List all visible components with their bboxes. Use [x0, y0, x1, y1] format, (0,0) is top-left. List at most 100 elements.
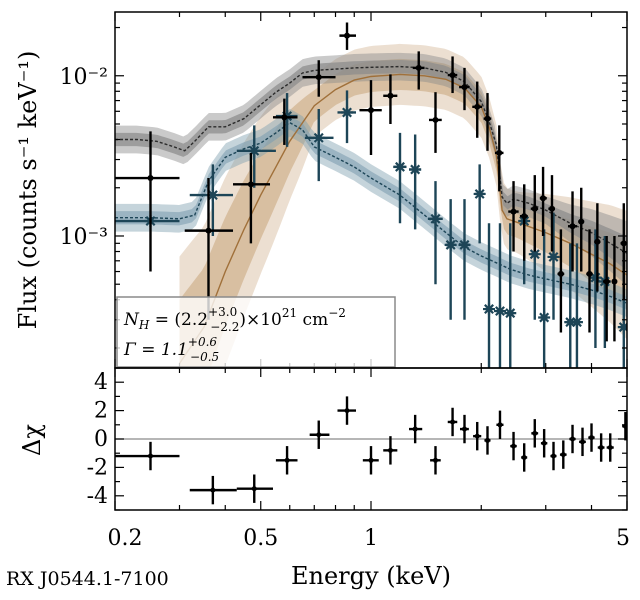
spectrum-data-points	[115, 22, 627, 368]
soft-data-point	[473, 164, 486, 244]
total-data-point	[115, 131, 180, 272]
nh-exponent: 21	[282, 306, 297, 320]
residual-marker	[484, 437, 490, 443]
soft-data-point	[427, 181, 443, 285]
residual-marker	[368, 457, 374, 463]
soft-data-point	[458, 199, 471, 320]
residual-marker	[497, 422, 503, 428]
res-ytick-label: 0	[94, 427, 108, 452]
soft-data-marker	[458, 238, 471, 251]
soft-data-marker	[538, 311, 551, 324]
residual-point	[447, 407, 458, 437]
total-data-marker	[315, 74, 322, 81]
total-data-point	[233, 152, 271, 244]
total-data-point	[508, 181, 519, 252]
total-data-point	[359, 80, 382, 156]
nh-unit: cm	[297, 310, 328, 330]
residual-marker	[316, 432, 322, 438]
hard-model-line	[178, 73, 627, 364]
nh-multiplier: )×10	[239, 310, 282, 330]
residual-marker	[147, 453, 153, 459]
residual-point	[540, 429, 548, 458]
total-data-point	[539, 166, 547, 236]
soft-data-marker	[483, 303, 496, 316]
total-data-marker	[510, 208, 517, 215]
total-data-marker	[449, 72, 456, 79]
total-data-marker	[578, 218, 585, 225]
residual-point	[236, 474, 273, 503]
total-data-point	[472, 81, 483, 138]
residual-marker	[532, 430, 538, 436]
residual-marker	[474, 433, 480, 439]
res-ytick-label: 4	[94, 370, 108, 395]
residual-marker	[387, 447, 393, 453]
residual-marker	[450, 419, 456, 425]
nh-symbol: N	[123, 310, 140, 330]
legend-gamma-line: Γ = 1.1+0.6 −0.5	[123, 335, 219, 364]
total-data-point	[611, 235, 618, 342]
x-axis-title: Energy (keV)	[291, 562, 451, 590]
residual-point	[275, 446, 298, 475]
total-data-point	[557, 229, 565, 333]
total-data-marker	[586, 270, 593, 277]
total-data-point	[567, 191, 577, 272]
soft-model-line	[115, 121, 627, 304]
soft-data-point	[393, 132, 407, 224]
residual-point	[550, 441, 557, 471]
residual-marker	[551, 453, 557, 459]
total-data-marker	[496, 149, 503, 156]
residual-point	[115, 441, 180, 471]
total-data-marker	[548, 205, 555, 212]
soft-data-point	[337, 90, 356, 144]
fit-parameter-legend: NH = (2.2+3.0 −2.2)×1021 cm−2 Γ = 1.1+0.6…	[116, 296, 396, 368]
residual-point	[559, 440, 567, 469]
source-name-label: RX J0544.1-7100	[6, 568, 169, 590]
soft-data-marker	[570, 316, 583, 329]
soft-data-point	[547, 212, 560, 320]
ytick-label-1e-3: 10⁻³	[60, 225, 108, 250]
residual-marker	[251, 486, 257, 492]
residual-marker	[541, 440, 547, 446]
total-model-band-inner	[115, 60, 627, 271]
soft-data-marker	[394, 160, 406, 173]
soft-data-point	[504, 223, 517, 368]
soft-data-marker	[528, 248, 541, 261]
residual-point	[337, 396, 356, 425]
residual-point	[569, 424, 576, 454]
total-data-point	[578, 187, 585, 272]
residual-marker	[598, 445, 604, 451]
soft-data-marker	[248, 144, 261, 157]
residual-point	[383, 436, 398, 465]
res-ytick-label: -4	[87, 484, 108, 509]
residual-frame	[114, 367, 628, 511]
xtick-label: 1	[364, 526, 378, 551]
total-data-point	[494, 125, 504, 192]
total-data-marker	[247, 181, 254, 188]
total-model-band-outer	[115, 52, 627, 286]
residual-marker	[344, 408, 350, 414]
total-data-marker	[344, 32, 351, 39]
soft-data-point	[444, 199, 457, 320]
total-data-marker	[531, 205, 538, 212]
total-data-point	[429, 92, 442, 153]
spectrum-y-axis-title: Flux (counts s⁻¹ keV⁻¹)	[14, 51, 42, 330]
soft-data-point	[236, 125, 276, 188]
residual-marker	[511, 443, 517, 449]
residual-y-tick-labels: -4 -2 0 2 4	[87, 370, 108, 509]
ytick-label-1e-2: 10⁻²	[60, 65, 108, 90]
total-data-marker	[474, 103, 481, 110]
total-data-marker	[521, 213, 528, 220]
residual-marker	[412, 426, 418, 432]
total-data-point	[339, 22, 356, 50]
total-data-marker	[147, 175, 154, 182]
total-data-marker	[540, 195, 547, 202]
residual-point	[473, 421, 482, 451]
legend-nh-line: NH = (2.2+3.0 −2.2)×1021 cm−2	[123, 305, 346, 334]
total-data-marker	[432, 116, 439, 123]
total-data-marker	[415, 64, 422, 71]
total-data-marker	[368, 107, 374, 114]
nh-subscript: H	[138, 318, 150, 332]
soft-data-point	[493, 223, 506, 368]
gamma-upper-error: +0.6	[188, 335, 218, 349]
